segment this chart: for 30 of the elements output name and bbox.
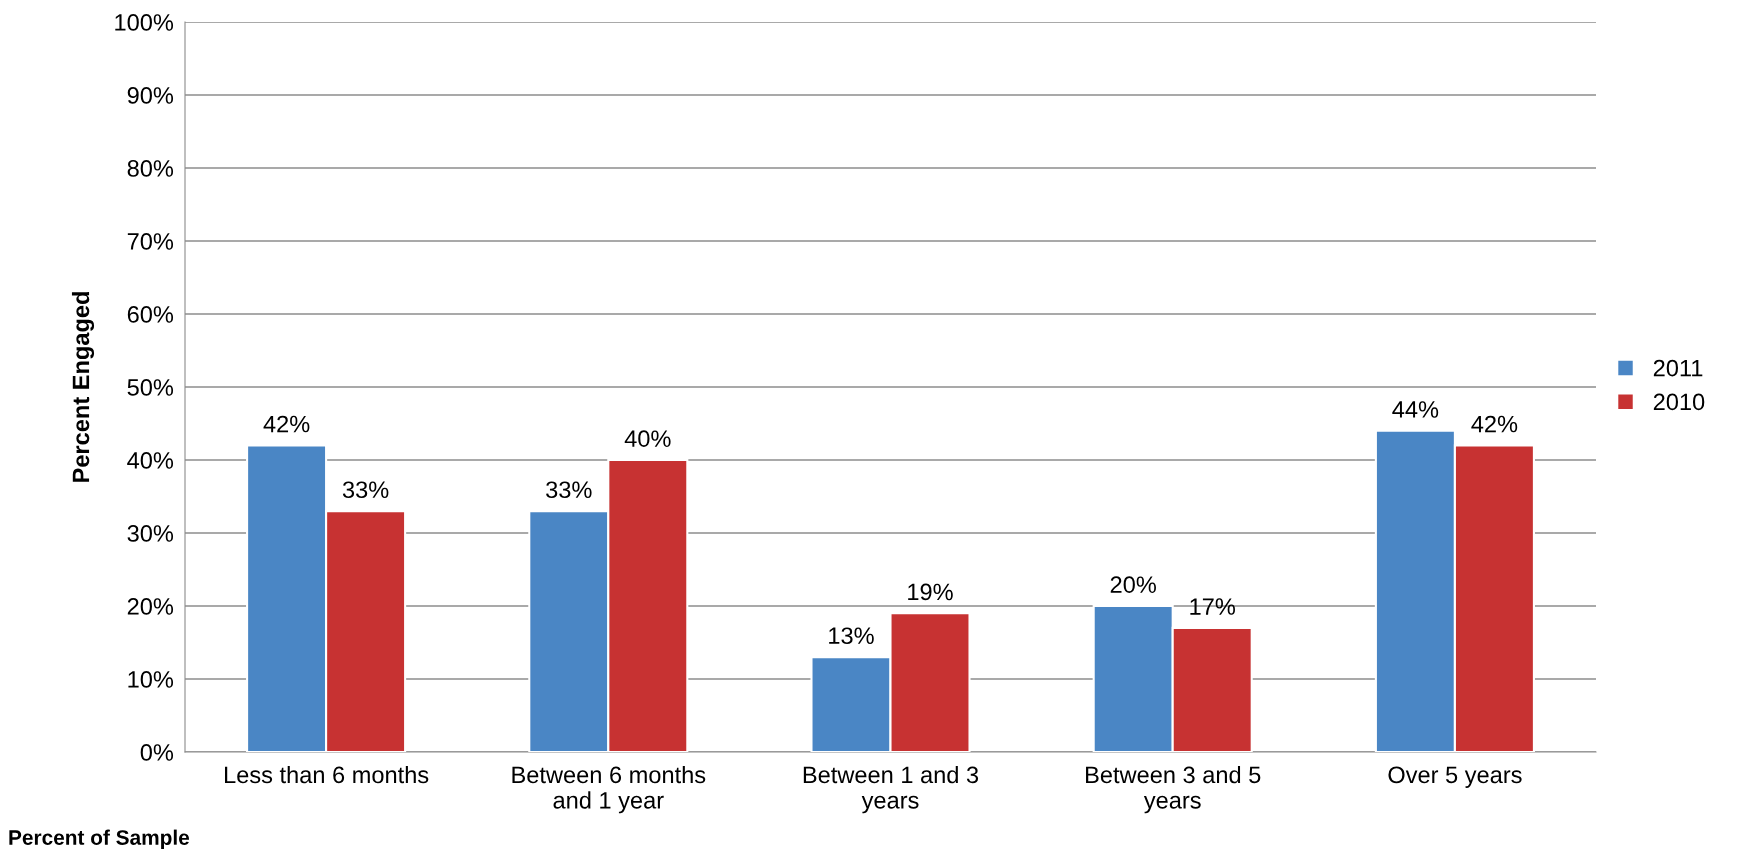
text: 42%	[263, 415, 310, 433]
y-tick-label: 20%	[127, 598, 174, 615]
text: 19%	[908, 583, 953, 601]
text: 13%	[829, 627, 874, 645]
y-tick-label: 10%	[128, 671, 174, 688]
y-tick-label: 60%	[127, 306, 174, 323]
y-axis-title: Percent Engaged	[71, 292, 95, 482]
x-tick-label: Between 3 and 5 years	[1086, 765, 1261, 814]
y-tick-label: 70%	[127, 233, 174, 250]
text: 33%	[342, 481, 389, 499]
text: 44%	[1392, 401, 1439, 418]
text: 40%	[624, 430, 671, 447]
y-tick-label: 100%	[115, 14, 174, 31]
legend-label: 2011	[1653, 359, 1703, 377]
text: 20%	[1110, 576, 1156, 593]
legend-label: 2010	[1653, 393, 1705, 411]
text: 42%	[1471, 415, 1518, 433]
y-tick-label: 80%	[127, 160, 174, 177]
y-tick-label: 0%	[140, 744, 174, 761]
x-tick-label: Less than 6 months	[225, 765, 429, 784]
y-tick-label: 30%	[127, 525, 174, 542]
y-tick-label: 90%	[127, 87, 174, 104]
text: Percent of Sample	[9, 829, 190, 849]
x-tick-label: Over 5 years	[1388, 766, 1522, 788]
y-tick-label: 50%	[127, 379, 174, 396]
y-tick-label: 40%	[127, 452, 174, 469]
x-tick-label: Between 6 months and 1 year	[512, 765, 706, 814]
text: 33%	[546, 481, 592, 499]
text: 17%	[1190, 598, 1235, 615]
x-tick-label: Between 1 and 3 years	[803, 765, 979, 814]
